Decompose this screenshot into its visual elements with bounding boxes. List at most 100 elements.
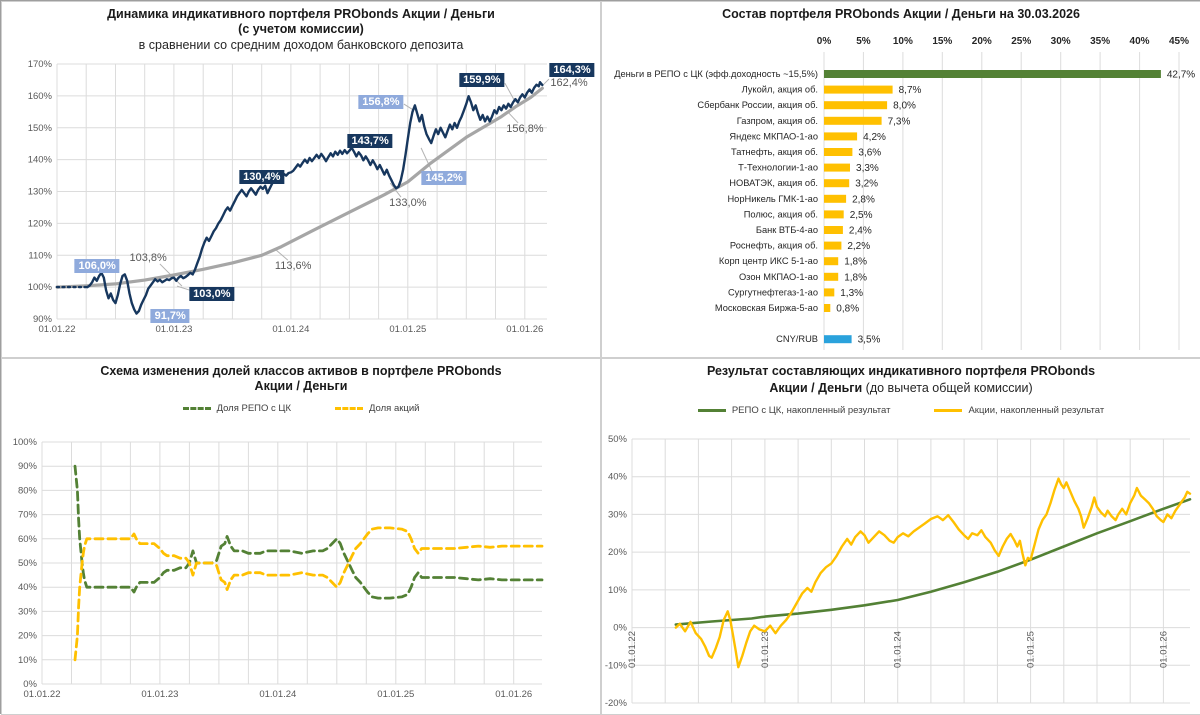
bar-value-label: 1,8%: [844, 257, 867, 268]
bar-category-label: НОВАТЭК, акция об.: [729, 178, 818, 188]
components-result-chart: -20% -10% 0% 10% 20% 30% 40% 50% 01.01.22 01.01.2…: [605, 434, 1192, 709]
chart-title-normal-part: (до вычета общей комиссии): [862, 381, 1033, 396]
y-axis-tick-label: 100%: [28, 282, 53, 293]
x-axis-tick-label: 01.01.22: [39, 324, 76, 335]
panel-title-block: Результат составляющих индикативного пор…: [602, 364, 1200, 397]
bar-category-label: CNY/RUB: [776, 334, 818, 344]
bar-value-label: 4,2%: [863, 132, 886, 143]
y-axis-tick-label: 50%: [18, 558, 38, 569]
legend-label: Доля акций: [369, 403, 420, 414]
bar: [824, 101, 888, 110]
bar-category-label: Деньги в РЕПО с ЦК (эфф.доходность ~15,5…: [614, 69, 818, 79]
bar-category-label: Роснефть, акция об.: [730, 241, 818, 251]
bar: [824, 226, 843, 234]
y-axis-tick-label: 30%: [18, 606, 38, 617]
bar: [824, 85, 893, 94]
y-axis-tick-label: 80%: [18, 485, 38, 496]
series-line-0: [73, 464, 544, 600]
dynamics-chart: 90% 100% 110% 120% 130% 140% 150% 160% 170% 01.01…: [28, 59, 550, 335]
y-axis-tick-label: 10%: [18, 655, 38, 666]
chart-title-line2: (с учетом комиссии): [238, 22, 364, 37]
y-axis-tick-label: 0%: [23, 679, 37, 690]
y-axis-tick-label: 150%: [28, 123, 53, 134]
leader-line: [420, 147, 433, 172]
bar-value-label: 3,6%: [858, 148, 881, 159]
bar-value-label: 2,8%: [852, 194, 875, 205]
chart-title-line2: Акции / Деньги: [254, 379, 348, 394]
leader-line: [504, 82, 515, 101]
bar-category-label: Озон МКПАО-1-ао: [739, 272, 818, 282]
bar: [824, 210, 844, 219]
y-axis-tick-label: 170%: [28, 59, 53, 70]
bar-value-label: 3,2%: [855, 179, 878, 190]
y-axis-tick-label: 10%: [608, 585, 628, 596]
y-axis-tick-label: 40%: [18, 582, 38, 593]
bar: [824, 272, 839, 281]
chart-title: Схема изменения долей классов активов в …: [100, 364, 502, 378]
y-axis-tick-label: 40%: [608, 472, 628, 483]
y-axis-tick-label: 90%: [33, 314, 53, 325]
bar-category-label: Полюс, акция об.: [744, 209, 818, 219]
bar: [824, 241, 842, 250]
legend-item-repo-share: Доля РЕПО с ЦК: [182, 403, 291, 414]
bar-category-label: Яндекс МКПАО-1-ао: [729, 131, 818, 141]
chart-title: Динамика индикативного портфеля PRObonds…: [107, 7, 495, 21]
panel-asset-shares: Схема изменения долей классов активов в …: [1, 358, 601, 715]
x-axis-tick-label: 01.01.22: [627, 631, 638, 668]
x-axis-tick-label: 01.01.25: [389, 324, 426, 335]
y-axis-tick-label: 0%: [613, 623, 627, 634]
y-axis-tick-label: 100%: [13, 437, 38, 448]
axis-tick-label: 35%: [1090, 36, 1110, 47]
y-axis-tick-label: -20%: [605, 698, 628, 709]
axis-tick-label: 25%: [1011, 36, 1031, 47]
x-axis-tick-label: 01.01.26: [1158, 631, 1169, 668]
panel-title-block: Схема изменения долей классов активов в …: [2, 364, 600, 395]
x-axis-tick-label: 01.01.26: [506, 324, 543, 335]
y-axis-tick-label: -10%: [605, 660, 628, 671]
yellow-dashed-line-swatch-icon: [335, 407, 363, 410]
y-axis-tick-label: 50%: [608, 434, 628, 445]
composition-bar-chart: 0% 5% 10% 15% 20% 25% 30% 35% 40% 45% Деньги в РЕП…: [614, 36, 1195, 350]
bar: [824, 304, 831, 312]
bar-value-label: 1,3%: [840, 288, 863, 299]
chart-subtitle: в сравнении со средним доходом банковско…: [138, 37, 464, 52]
axis-tick-label: 45%: [1169, 36, 1189, 47]
bar-value-label: 8,0%: [893, 101, 916, 112]
leader-line: [507, 111, 519, 124]
y-axis-tick-label: 20%: [608, 547, 628, 558]
panel-portfolio-dynamics: Динамика индикативного портфеля PRObonds…: [1, 1, 601, 358]
legend-label: РЕПО с ЦК, накопленный результат: [731, 405, 891, 416]
bar: [824, 148, 853, 156]
bar-category-label: Татнефть, акция об.: [731, 147, 818, 157]
x-axis-tick-label: 01.01.26: [495, 689, 532, 700]
bar-value-label: 3,3%: [856, 163, 879, 174]
plot-area: -20% -10% 0% 10% 20% 30% 40% 50% 01.01.22 01.01.2…: [605, 434, 1192, 709]
y-axis-tick-label: 60%: [18, 534, 38, 545]
panel-portfolio-composition: Состав портфеля PRObonds Акции / Деньги …: [601, 1, 1200, 358]
legend-label: Акции, накопленный результат: [968, 405, 1105, 416]
y-axis-tick-label: 20%: [18, 631, 38, 642]
series-line-0: [674, 498, 1192, 626]
bar-category-label: Лукойл, акция об.: [742, 85, 818, 95]
bar: [824, 132, 858, 141]
bar-category-label: Сбербанк России, акция об.: [697, 100, 818, 110]
legend-item-stock-share: Доля акций: [335, 403, 419, 414]
bar-category-label: НорНикель ГМК-1-ао: [727, 194, 818, 204]
bar-category-label: Московская Биржа-5-ао: [715, 303, 818, 313]
x-axis-tick-label: 01.01.24: [259, 689, 296, 700]
series-line-1: [674, 477, 1192, 669]
y-axis-tick-label: 130%: [28, 187, 53, 198]
series-line-2: [86, 80, 544, 315]
bar-value-label: 2,2%: [847, 241, 870, 252]
green-dashed-line-swatch-icon: [182, 407, 211, 410]
axis-tick-label: 40%: [1130, 36, 1150, 47]
chart-title-line2: Акции / Деньги (до вычета общей комиссии…: [602, 379, 1200, 397]
shares-chart: 0% 10% 20% 30% 40% 50% 60% 70% 80% 90% 100% 01.01.2…: [13, 437, 544, 700]
x-axis-tick-label: 01.01.24: [272, 324, 309, 335]
leader-line: [403, 103, 414, 111]
panel-components-result: Результат составляющих индикативного пор…: [601, 358, 1200, 715]
gridlines: [631, 438, 1190, 704]
panel-title-block: Динамика индикативного портфеля PRObonds…: [2, 7, 600, 53]
series-line-0: [55, 86, 544, 289]
